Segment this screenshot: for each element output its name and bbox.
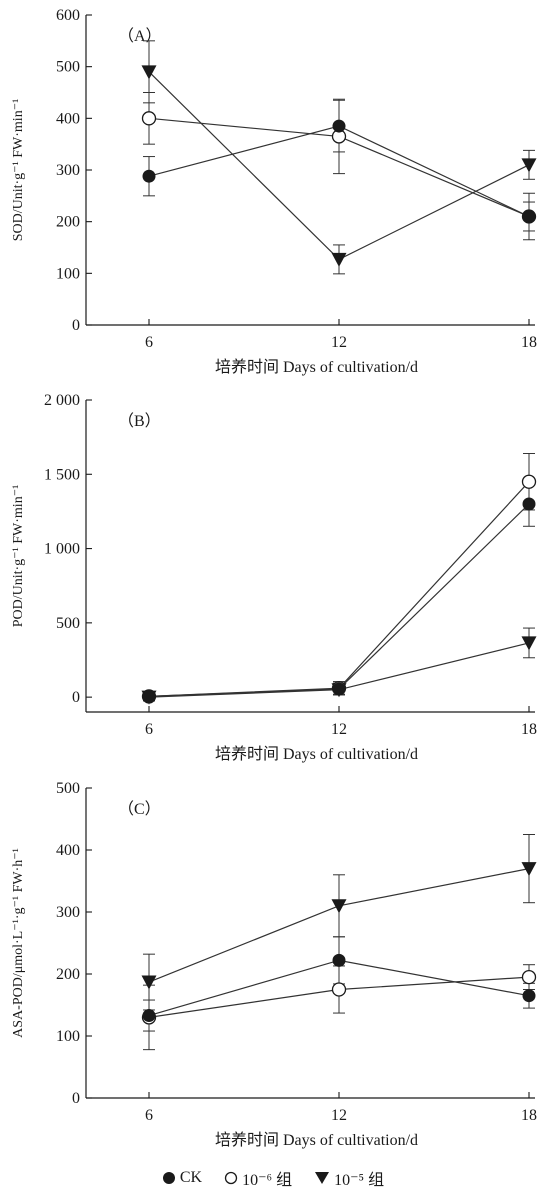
data-point-c-1-2 bbox=[521, 969, 537, 985]
legend-item-10-5: 10⁻⁵ 组 bbox=[314, 1166, 384, 1190]
y-tick-label-b-1: 500 bbox=[56, 615, 80, 632]
data-point-c-2-2 bbox=[521, 862, 537, 877]
panel-label-c: （C） bbox=[118, 800, 161, 818]
data-point-b-0-0 bbox=[142, 689, 156, 703]
x-tick-label-a-0: 6 bbox=[145, 334, 153, 351]
y-axis-title-b: POD/Unit·g⁻¹ FW·min⁻¹ bbox=[11, 485, 26, 628]
y-tick-label-c-5: 500 bbox=[56, 780, 80, 797]
data-point-a-2-1 bbox=[331, 252, 347, 267]
y-tick-label-a-0: 0 bbox=[72, 317, 80, 334]
triangle-down-marker-icon bbox=[315, 1172, 330, 1184]
x-tick-label-b-2: 18 bbox=[521, 721, 537, 738]
data-point-a-0-2 bbox=[522, 210, 536, 223]
x-tick-label-c-1: 12 bbox=[331, 1107, 347, 1124]
chart-panel-a: 0 100 200 300 400 500 600 6 12 18 培养时间 Days of cul… bbox=[11, 7, 537, 376]
y-tick-label-c-1: 100 bbox=[56, 1028, 80, 1045]
y-tick-label-a-3: 300 bbox=[56, 162, 80, 179]
data-point-b-0-2 bbox=[522, 497, 536, 511]
legend-label-ck: CK bbox=[179, 1169, 203, 1186]
open-circle-marker-icon bbox=[224, 1171, 238, 1185]
data-point-c-0-1 bbox=[332, 953, 346, 967]
y-tick-label-b-0: 0 bbox=[72, 689, 80, 706]
chart-legend: CK 10⁻⁶ 组 10⁻⁵ 组 bbox=[0, 1166, 546, 1190]
y-tick-label-c-0: 0 bbox=[72, 1090, 80, 1107]
data-point-a-2-2 bbox=[521, 158, 537, 173]
x-tick-label-b-1: 12 bbox=[331, 721, 347, 738]
data-point-c-2-1 bbox=[331, 899, 347, 914]
legend-item-ck: CK bbox=[162, 1169, 202, 1187]
y-tick-label-b-3: 1 500 bbox=[44, 466, 80, 483]
y-tick-label-c-2: 200 bbox=[56, 966, 80, 983]
x-tick-label-c-0: 6 bbox=[145, 1107, 153, 1124]
y-tick-label-c-3: 300 bbox=[56, 904, 80, 921]
data-point-c-2-0 bbox=[141, 975, 157, 990]
data-point-a-0-1 bbox=[332, 119, 346, 133]
y-tick-label-a-4: 400 bbox=[56, 110, 80, 127]
x-tick-label-a-2: 18 bbox=[521, 334, 537, 351]
data-point-c-1-1 bbox=[331, 982, 347, 997]
data-point-a-2-0 bbox=[141, 65, 157, 80]
x-axis-title-c: 培养时间 Days of cultivation/d bbox=[215, 1131, 418, 1149]
x-tick-label-b-0: 6 bbox=[145, 721, 153, 738]
y-tick-label-a-2: 200 bbox=[56, 214, 80, 231]
y-tick-label-b-4: 2 000 bbox=[44, 392, 80, 409]
data-point-b-2-2 bbox=[521, 636, 537, 651]
data-point-a-1-0 bbox=[141, 111, 157, 126]
x-axis-title-b: 培养时间 Days of cultivation/d bbox=[215, 745, 418, 763]
legend-item-10-6: 10⁻⁶ 组 bbox=[224, 1166, 292, 1190]
y-axis-title-a: SOD/Unit·g⁻¹ FW·min⁻¹ bbox=[11, 99, 26, 242]
series-line-b-1 bbox=[148, 481, 530, 697]
x-tick-label-c-2: 18 bbox=[521, 1107, 537, 1124]
y-tick-label-a-6: 600 bbox=[56, 7, 80, 24]
y-tick-label-c-4: 400 bbox=[56, 842, 80, 859]
panel-label-a: （A） bbox=[118, 27, 162, 45]
x-tick-label-a-1: 12 bbox=[331, 334, 347, 351]
chart-panel-b: 0 500 1 000 1 500 2 000 6 12 18 培养时间 Days of cul… bbox=[11, 392, 537, 763]
legend-label-10-6: 10⁻⁶ 组 bbox=[242, 1172, 293, 1189]
data-point-c-0-2 bbox=[522, 989, 536, 1003]
legend-label-10-5: 10⁻⁵ 组 bbox=[334, 1172, 385, 1189]
filled-circle-marker-icon bbox=[162, 1172, 175, 1184]
data-point-b-0-1 bbox=[332, 682, 346, 696]
series-line-b-0 bbox=[148, 503, 530, 697]
y-axis-title-c: ASA-POD/μmol·L⁻¹·g⁻¹ FW·h⁻¹ bbox=[11, 848, 26, 1038]
data-point-b-1-2 bbox=[521, 474, 537, 489]
data-point-c-0-0 bbox=[142, 1009, 156, 1023]
y-tick-label-b-2: 1 000 bbox=[44, 541, 80, 558]
y-tick-label-a-1: 100 bbox=[56, 265, 80, 282]
chart-panel-c: 0 100 200 300 400 500 6 12 18 培养时间 Days of cultiv… bbox=[11, 780, 537, 1149]
x-axis-title-a: 培养时间 Days of cultivation/d bbox=[215, 358, 418, 376]
data-point-a-0-0 bbox=[142, 169, 156, 183]
panel-label-b: （B） bbox=[118, 412, 161, 430]
y-tick-label-a-5: 500 bbox=[56, 59, 80, 76]
